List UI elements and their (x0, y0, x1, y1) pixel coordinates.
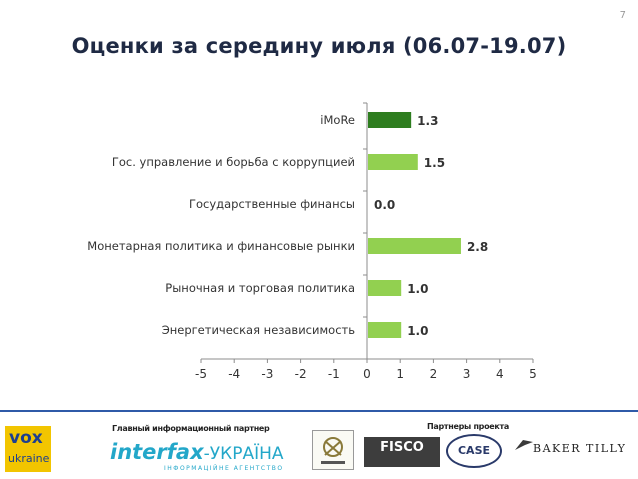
interfax-logo: interfax-УКРАЇНА ІНФОРМАЦІЙНЕ АГЕНТСТВО (110, 440, 284, 472)
main-partner-label: Главный информационный партнер (112, 424, 270, 433)
baker-tilly-mark-icon (515, 440, 533, 450)
x-tick-label: -5 (195, 367, 207, 381)
interfax-logo-country: -УКРАЇНА (203, 444, 284, 464)
category-label: Гос. управление и борьба с коррупцией (112, 155, 355, 169)
category-label: Рыночная и торговая политика (165, 281, 355, 295)
interfax-logo-tagline: ІНФОРМАЦІЙНЕ АГЕНТСТВО (164, 465, 284, 472)
slide-title: Оценки за середину июля (06.07-19.07) (71, 34, 567, 58)
x-tick-label: 3 (463, 367, 471, 381)
vox-logo-text: vox (9, 428, 43, 448)
x-tick-label: 0 (363, 367, 371, 381)
fisco-logo: FISCO (364, 437, 440, 467)
x-tick-label: -4 (228, 367, 240, 381)
category-label: Монетарная политика и финансовые рынки (87, 239, 355, 253)
bar (368, 238, 461, 254)
case-logo: CASE (446, 434, 502, 468)
x-tick-label: -2 (295, 367, 307, 381)
x-tick-label: 1 (396, 367, 404, 381)
x-tick-label: 5 (529, 367, 537, 381)
baker-tilly-logo: BAKER TILLY (533, 442, 627, 455)
data-label: 2.8 (467, 240, 488, 254)
data-label: 1.5 (424, 156, 445, 170)
x-tick-label: 4 (496, 367, 504, 381)
data-label: 1.0 (407, 282, 428, 296)
bar (368, 280, 402, 296)
category-label: Энергетическая независимость (162, 323, 356, 337)
x-tick-label: -1 (328, 367, 340, 381)
cer-logo (312, 430, 354, 470)
category-label: iMoRe (320, 113, 355, 127)
partners-label: Партнеры проекта (427, 422, 509, 431)
data-label: 1.0 (407, 324, 428, 338)
data-label: 0.0 (374, 198, 395, 212)
bar (368, 112, 412, 128)
bar (368, 154, 418, 170)
cer-emblem-icon (321, 437, 345, 464)
data-label: 1.3 (417, 114, 438, 128)
page-number: 7 (619, 10, 626, 21)
footer-divider (0, 410, 638, 412)
category-label: Государственные финансы (189, 197, 355, 211)
vox-ukraine-logo: vox ukraine (5, 426, 51, 472)
x-tick-label: 2 (430, 367, 438, 381)
vox-logo-subtext: ukraine (8, 452, 50, 465)
x-tick-label: -3 (261, 367, 273, 381)
interfax-logo-word: interfax (110, 440, 204, 464)
bar (368, 322, 402, 338)
bar-chart: -5 -4 -3 -2 -1 0 1 2 3 4 5 iMoRe 1.3 Гос. управление … (87, 102, 537, 381)
